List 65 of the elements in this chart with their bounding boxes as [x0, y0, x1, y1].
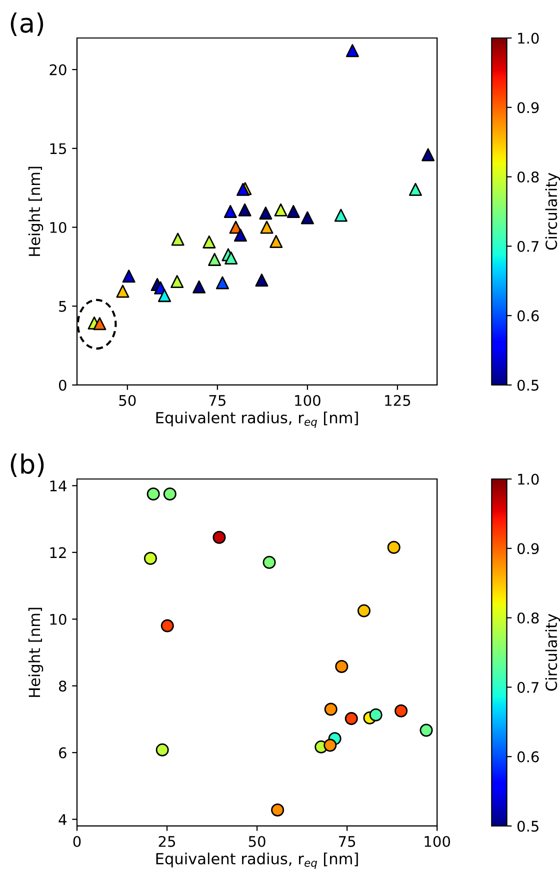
- color-bar-label: 0.5: [517, 380, 538, 391]
- x-tick-label: 0: [73, 836, 81, 848]
- y-tick-label: 6: [59, 747, 66, 758]
- point: [259, 206, 272, 220]
- point: [171, 232, 184, 246]
- point: [158, 289, 172, 302]
- point: [224, 204, 237, 218]
- x-tick-label: 25: [158, 836, 176, 848]
- color-bar-label: 0.6: [517, 310, 539, 322]
- y-axis-title: Height [nm]: [28, 166, 44, 256]
- y-axis-title: Height [nm]: [28, 608, 44, 697]
- y-tick-label: 10: [50, 614, 66, 625]
- point: [286, 204, 300, 218]
- point: [234, 228, 247, 242]
- point: [422, 148, 435, 162]
- point: [192, 280, 206, 294]
- point: [270, 234, 283, 248]
- x-tick-label: 100: [424, 836, 450, 848]
- point: [408, 182, 422, 196]
- point: [202, 235, 216, 248]
- point: [224, 252, 238, 265]
- color-bar-label: 0.7: [517, 682, 538, 693]
- point: [255, 274, 268, 287]
- x-tick-label: 50: [248, 836, 266, 848]
- point: [238, 203, 252, 216]
- color-bar-label: 1.0: [518, 32, 539, 44]
- y-tick-label: 0: [58, 380, 66, 391]
- y-tick-label: 20: [50, 64, 66, 76]
- x-axis-title: Equivalent radius, r$_{eq}$ [nm]: [156, 852, 358, 869]
- point: [274, 203, 288, 216]
- color-bar-title: Circularity: [545, 614, 560, 691]
- color-bar-label: 0.6: [517, 751, 539, 762]
- point: [170, 275, 184, 288]
- y-tick-label: 5: [59, 301, 66, 312]
- y-tick-label: 8: [58, 680, 66, 692]
- point: [346, 44, 359, 58]
- x-tick-label: 125: [385, 394, 410, 406]
- point: [216, 276, 229, 290]
- x-tick-label: 100: [295, 394, 320, 406]
- point: [122, 270, 136, 283]
- y-tick-label: 14: [50, 480, 66, 492]
- color-bar-label: 0.8: [517, 172, 539, 183]
- point: [300, 211, 314, 224]
- y-tick-label: 4: [58, 814, 66, 825]
- point: [236, 182, 250, 196]
- x-tick-label: 75: [209, 395, 226, 406]
- color-bar-title: Circularity: [545, 172, 560, 250]
- color-bar-label: 0.8: [517, 612, 539, 624]
- x-tick-label: 50: [119, 394, 136, 406]
- chart-title: (b): [10, 453, 44, 477]
- color-bar-label: 0.9: [517, 102, 539, 114]
- point: [208, 252, 222, 266]
- color-bar-label: 0.7: [517, 240, 538, 252]
- color-bar-label: 0.9: [517, 543, 539, 554]
- point: [334, 208, 348, 222]
- chart-title: (a): [10, 12, 44, 36]
- y-tick-label: 10: [50, 222, 66, 234]
- color-bar-label: 1.0: [518, 474, 539, 485]
- x-tick-label: 75: [338, 836, 356, 848]
- x-axis-title: Equivalent radius, r$_{eq}$ [nm]: [156, 412, 358, 428]
- color-bar-label: 0.5: [517, 820, 538, 832]
- y-tick-label: 15: [50, 143, 66, 154]
- point: [260, 220, 274, 234]
- y-tick-label: 12: [50, 547, 66, 558]
- point: [116, 284, 130, 298]
